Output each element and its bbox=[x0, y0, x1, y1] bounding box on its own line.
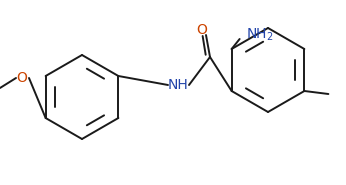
Text: NH: NH bbox=[167, 78, 188, 92]
Text: O: O bbox=[197, 23, 208, 37]
Text: NH$_2$: NH$_2$ bbox=[246, 27, 273, 43]
Text: O: O bbox=[17, 71, 27, 85]
